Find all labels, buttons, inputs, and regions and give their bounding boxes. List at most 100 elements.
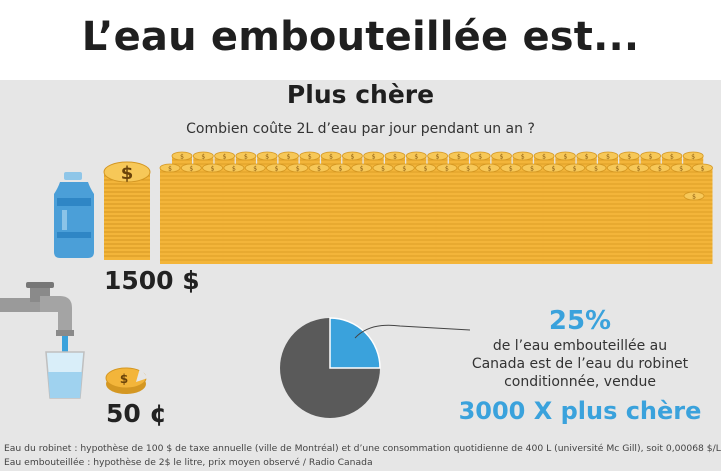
- svg-text:$: $: [329, 154, 333, 161]
- svg-text:$: $: [692, 194, 696, 201]
- svg-text:$: $: [585, 154, 589, 161]
- svg-text:$: $: [253, 166, 257, 173]
- water-bottle-icon: [54, 172, 94, 258]
- coin-stack-icon: $: [436, 163, 458, 264]
- svg-text:$: $: [658, 166, 662, 173]
- stat-description: de l’eau embouteillée au Canada est de l…: [455, 337, 705, 391]
- stat-line: de l’eau embouteillée au: [492, 338, 668, 354]
- svg-text:$: $: [393, 154, 397, 161]
- svg-text:$: $: [223, 154, 227, 161]
- svg-text:$: $: [679, 166, 683, 173]
- svg-text:$: $: [381, 166, 385, 173]
- svg-text:$: $: [637, 166, 641, 173]
- coin-stack-icon: $: [585, 163, 607, 264]
- svg-text:$: $: [701, 166, 705, 173]
- svg-text:$: $: [521, 154, 525, 161]
- svg-text:$: $: [120, 372, 128, 386]
- svg-text:$: $: [466, 166, 470, 173]
- coin-stack-icon: $: [500, 163, 522, 264]
- svg-text:$: $: [180, 154, 184, 161]
- svg-text:$: $: [649, 154, 653, 161]
- svg-text:$: $: [296, 166, 300, 173]
- svg-text:$: $: [232, 166, 236, 173]
- coin-stack-icon: $: [606, 163, 628, 264]
- svg-text:$: $: [500, 154, 504, 161]
- svg-text:$: $: [542, 154, 546, 161]
- svg-text:$: $: [317, 166, 321, 173]
- svg-text:$: $: [338, 166, 342, 173]
- footnote-tap: Eau du robinet : hypothèse de 100 $ de t…: [4, 443, 721, 454]
- svg-text:$: $: [445, 166, 449, 173]
- svg-text:$: $: [509, 166, 513, 173]
- svg-text:$: $: [244, 154, 248, 161]
- coin-stack-icon: $: [543, 163, 564, 264]
- stat-percent: 25%: [548, 306, 612, 336]
- svg-text:$: $: [121, 163, 134, 184]
- svg-text:$: $: [265, 154, 269, 161]
- coin-stack-icon: $: [415, 163, 437, 264]
- coin-stacks-row: $ $ $ $ $ $ $ $ $ $ $ $ $ $ $ $ $ $ $ $ $ $ $ $ $ $ $ $ $ $ $ $ $ $ $ $ $ $ $ $…: [159, 151, 713, 264]
- coin-stack-icon: $: [351, 163, 373, 264]
- svg-text:$: $: [627, 154, 631, 161]
- coin-stack-icon: $: [521, 163, 543, 264]
- bottled-cost: 1500 $: [104, 266, 200, 295]
- svg-text:$: $: [424, 166, 428, 173]
- svg-text:$: $: [201, 154, 205, 161]
- coin-stack-icon: $: [393, 163, 415, 264]
- svg-text:$: $: [551, 166, 555, 173]
- svg-text:$: $: [530, 166, 534, 173]
- coin-stack-icon: $: [479, 163, 500, 264]
- coin-stack-icon: $: [564, 163, 586, 264]
- svg-text:$: $: [414, 154, 418, 161]
- svg-text:$: $: [275, 166, 279, 173]
- coin-stack-icon: $: [287, 163, 309, 264]
- svg-text:$: $: [573, 166, 577, 173]
- faucet-icon: [0, 282, 74, 336]
- section-question: Combien coûte 2L d’eau par jour pendant …: [186, 121, 535, 137]
- coin-stack-icon: $: [457, 163, 479, 264]
- svg-text:$: $: [189, 166, 193, 173]
- coin-stack-icon: $: [628, 163, 649, 264]
- svg-text:$: $: [372, 154, 376, 161]
- pie-slice-tap-water: [329, 317, 381, 369]
- stat-line: Canada est de l’eau du robinet: [471, 356, 689, 372]
- page-title: L’eau embouteillée est...: [81, 14, 640, 60]
- coin-stack-icon: $: [180, 163, 202, 264]
- svg-text:$: $: [594, 166, 598, 173]
- coin-stack-icon: $: [683, 191, 705, 264]
- svg-text:$: $: [308, 154, 312, 161]
- svg-text:$: $: [287, 154, 291, 161]
- svg-text:$: $: [457, 154, 461, 161]
- coin-stack-icon: $: [223, 163, 245, 264]
- svg-text:$: $: [436, 154, 440, 161]
- coin-stack-icon: $: [244, 163, 266, 264]
- stat-line: conditionnée, vendue: [504, 374, 656, 390]
- coin-stack-icon: $: [266, 163, 287, 264]
- svg-text:$: $: [402, 166, 406, 173]
- svg-text:$: $: [478, 154, 482, 161]
- svg-text:$: $: [606, 154, 610, 161]
- svg-text:$: $: [563, 154, 567, 161]
- footnote-bottled: Eau embouteillée : hypothèse de 2$ le li…: [4, 457, 373, 468]
- coin-stack-icon: $: [649, 163, 671, 264]
- coin-stack-icon: $: [159, 163, 181, 264]
- tap-water-share-pie: [280, 317, 471, 418]
- svg-text:$: $: [168, 166, 172, 173]
- section-subtitle: Plus chère: [286, 80, 435, 109]
- coin-stack-icon: $: [308, 163, 330, 264]
- svg-text:$: $: [615, 166, 619, 173]
- svg-text:$: $: [691, 154, 695, 161]
- svg-text:$: $: [211, 166, 215, 173]
- tap-cost: 50 ¢: [106, 399, 167, 428]
- bottled-coin-stack-icon: $: [103, 161, 151, 260]
- tap-coin-icon: $: [105, 367, 148, 394]
- coin-stack-icon: $: [329, 163, 351, 264]
- svg-text:$: $: [360, 166, 364, 173]
- svg-text:$: $: [488, 166, 492, 173]
- coin-stack-icon: $: [372, 163, 394, 264]
- svg-text:$: $: [350, 154, 354, 161]
- glass-icon: [45, 351, 85, 399]
- svg-text:$: $: [670, 154, 674, 161]
- coin-stack-icon: $: [202, 163, 224, 264]
